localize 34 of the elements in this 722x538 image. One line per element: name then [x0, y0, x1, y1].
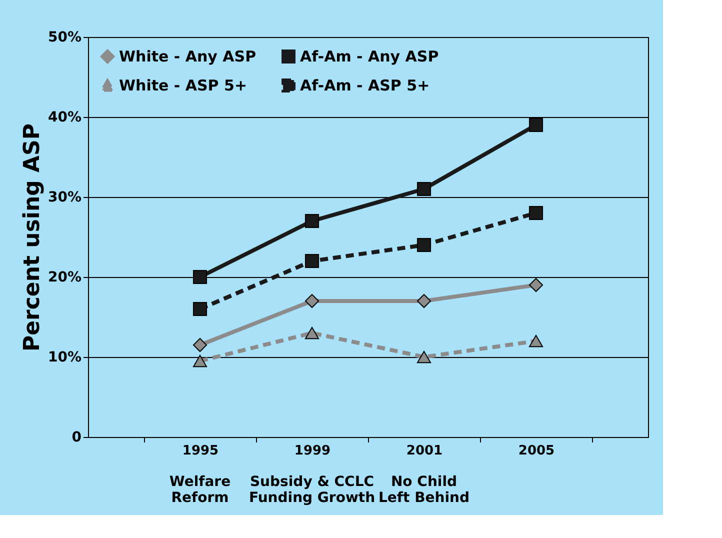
- y-tick-label: 20%: [48, 270, 82, 286]
- point: [192, 270, 208, 284]
- point: [192, 338, 208, 352]
- legend-label: Af-Am - Any ASP: [300, 48, 439, 66]
- y-tick-label: 0: [72, 430, 82, 446]
- y-tick-label: 40%: [48, 110, 82, 126]
- point: [528, 278, 544, 292]
- legend-label: White - ASP 5+: [119, 76, 248, 94]
- point: [304, 254, 320, 268]
- point: [416, 294, 432, 308]
- y-tick-label: 10%: [48, 350, 82, 366]
- point: [192, 302, 208, 316]
- legend-label: Af-Am - ASP 5+: [300, 76, 430, 94]
- y-tick-label: 50%: [48, 30, 82, 46]
- x-tick-label: 2005: [518, 444, 555, 458]
- point: [304, 326, 320, 340]
- point: [304, 294, 320, 308]
- point: [528, 334, 544, 348]
- y-tick-label: 30%: [48, 190, 82, 206]
- y-axis-title: Percent using ASP: [20, 123, 45, 352]
- text: No Child Left Behind: [378, 474, 470, 506]
- x-tick-label: 1999: [294, 444, 331, 458]
- x-tick-label: 2001: [406, 444, 443, 458]
- point: [192, 354, 208, 368]
- text: Subsidy & CCLC Funding Growth: [248, 474, 376, 506]
- point: [304, 214, 320, 228]
- point: [528, 118, 544, 132]
- point: [416, 182, 432, 196]
- point: [528, 206, 544, 220]
- text: Welfare Reform: [169, 474, 231, 506]
- x-tick-label: 1995: [182, 444, 219, 458]
- legend-label: White - Any ASP: [119, 48, 256, 66]
- point: [416, 350, 432, 364]
- point: [416, 238, 432, 252]
